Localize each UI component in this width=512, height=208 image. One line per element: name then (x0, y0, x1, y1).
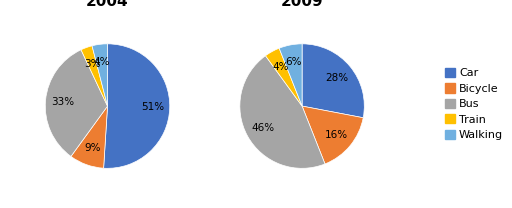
Wedge shape (302, 44, 365, 118)
Wedge shape (71, 106, 108, 168)
Text: 46%: 46% (251, 123, 274, 133)
Text: 51%: 51% (141, 103, 164, 113)
Wedge shape (240, 56, 325, 168)
Wedge shape (279, 44, 302, 106)
Wedge shape (266, 48, 302, 106)
Legend: Car, Bicycle, Bus, Train, Walking: Car, Bicycle, Bus, Train, Walking (441, 64, 506, 144)
Text: 28%: 28% (325, 73, 348, 83)
Text: 6%: 6% (285, 57, 302, 67)
Text: 3%: 3% (84, 59, 100, 69)
Wedge shape (81, 46, 108, 106)
Text: 33%: 33% (51, 97, 74, 107)
Wedge shape (92, 44, 108, 106)
Text: 4%: 4% (94, 57, 110, 67)
Text: 16%: 16% (325, 130, 348, 140)
Text: 4%: 4% (272, 62, 289, 72)
Text: 9%: 9% (84, 143, 100, 153)
Title: 2004: 2004 (86, 0, 129, 9)
Wedge shape (103, 44, 170, 168)
Wedge shape (45, 50, 108, 156)
Title: 2009: 2009 (281, 0, 324, 9)
Wedge shape (302, 106, 363, 164)
